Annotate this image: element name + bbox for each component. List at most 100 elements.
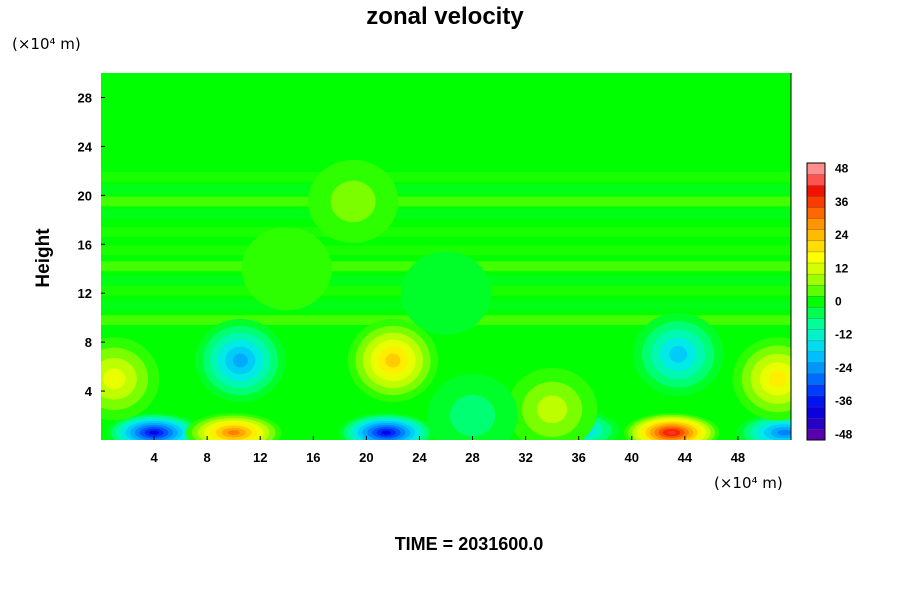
colorbar-segment — [806, 262, 826, 275]
colorbar-tick-label: -12 — [835, 328, 853, 342]
colorbar-segment — [806, 185, 826, 197]
colorbar: 48 36 24 12 0 -12 -24 -36 -48 — [806, 162, 853, 441]
field-feature — [507, 367, 598, 440]
field-contour — [669, 346, 688, 363]
colorbar-segment — [806, 406, 826, 419]
y-tick-label: 8 — [85, 335, 92, 350]
x-tick-label: 44 — [678, 450, 693, 465]
colorbar-segment — [806, 428, 826, 441]
colorbar-segment — [806, 340, 826, 352]
field-contour — [449, 394, 496, 437]
y-axis: 4 8 12 16 20 24 28 — [78, 90, 105, 399]
colorbar-tick-label: 12 — [835, 261, 849, 275]
x-tick-label: 20 — [359, 450, 373, 465]
field-feature — [400, 251, 492, 335]
colorbar-segment — [806, 317, 826, 330]
field-feature — [732, 337, 791, 421]
colorbar-segment — [806, 284, 826, 297]
field-band — [101, 184, 791, 195]
colorbar-tick-label: 36 — [835, 195, 849, 209]
field-contour — [102, 368, 126, 390]
field-band — [101, 245, 791, 256]
field-feature — [106, 413, 202, 440]
y-tick-label: 16 — [78, 237, 92, 252]
field-feature — [101, 337, 160, 421]
y-tick-label: 20 — [78, 188, 92, 203]
field-contour — [330, 180, 376, 223]
x-tick-label: 40 — [625, 450, 639, 465]
field-band — [101, 196, 791, 207]
colorbar-segment — [806, 384, 826, 397]
y-tick-label: 28 — [78, 90, 92, 105]
field-band — [101, 208, 791, 219]
x-axis: 4 8 12 16 20 24 28 32 36 40 44 48 — [150, 436, 745, 465]
colorbar-segment — [806, 329, 826, 341]
colorbar-segment — [806, 351, 826, 363]
colorbar-segment — [806, 196, 826, 208]
colorbar-segment — [806, 229, 826, 242]
colorbar-segment — [806, 295, 826, 308]
field-feature — [338, 413, 435, 440]
field-contour — [385, 353, 401, 368]
y-tick-label: 12 — [78, 286, 92, 301]
x-unit-label: (×10⁴ m) — [714, 474, 783, 492]
x-tick-label: 32 — [518, 450, 532, 465]
field-contour — [381, 430, 392, 435]
colorbar-segment — [806, 362, 826, 374]
time-label: TIME = 2031600.0 — [395, 534, 544, 554]
field-contour — [537, 395, 568, 424]
colorbar-tick-label: 0 — [835, 295, 842, 309]
colorbar-tick-label: -48 — [835, 427, 853, 441]
field-contour — [227, 430, 240, 436]
colorbar-tick-label: 24 — [835, 228, 849, 242]
colorbar-segment — [806, 240, 826, 253]
colorbar-segment — [806, 417, 826, 430]
field-band — [101, 172, 791, 182]
field-feature — [347, 318, 439, 403]
field-contour — [149, 430, 159, 435]
plot-area — [101, 73, 792, 440]
x-tick-label: 48 — [731, 450, 745, 465]
x-tick-label: 24 — [412, 450, 427, 465]
y-unit-label: (×10⁴ m) — [12, 35, 81, 53]
colorbar-segment — [806, 173, 826, 186]
field-feature — [623, 413, 720, 440]
x-tick-label: 12 — [253, 450, 267, 465]
x-tick-label: 36 — [571, 450, 585, 465]
y-tick-label: 24 — [78, 139, 93, 154]
field-band — [101, 227, 791, 237]
x-tick-label: 8 — [204, 450, 211, 465]
colorbar-segment — [806, 273, 826, 286]
colorbar-segment — [806, 218, 826, 230]
colorbar-segment — [806, 373, 826, 386]
colorbar-segment — [806, 162, 826, 175]
field-feature — [241, 227, 332, 311]
y-axis-label: Height — [33, 228, 54, 288]
colorbar-segment — [806, 207, 826, 219]
colorbar-tick-label: -36 — [835, 394, 853, 408]
colorbar-frame — [806, 162, 826, 441]
colorbar-segment — [806, 306, 826, 319]
x-tick-label: 28 — [465, 450, 479, 465]
field-contour — [768, 370, 787, 388]
field-contour — [777, 429, 791, 436]
field-feature — [427, 373, 518, 440]
x-tick-label: 16 — [306, 450, 320, 465]
colorbar-segment — [806, 395, 826, 408]
chart-title: zonal velocity — [366, 3, 524, 30]
field-feature — [308, 159, 399, 244]
field-contour — [667, 430, 676, 435]
field-feature — [195, 318, 286, 403]
field-feature — [633, 312, 724, 396]
colorbar-tick-label: 48 — [835, 162, 849, 176]
field-contour — [232, 353, 248, 368]
field-contour — [241, 227, 332, 311]
colorbar-segment — [806, 251, 826, 264]
field-contour — [400, 251, 492, 335]
colorbar-tick-label: -24 — [835, 361, 853, 375]
x-tick-label: 4 — [150, 450, 158, 465]
field-feature — [185, 413, 282, 440]
velocity-field — [101, 159, 791, 440]
y-tick-label: 4 — [85, 384, 93, 399]
